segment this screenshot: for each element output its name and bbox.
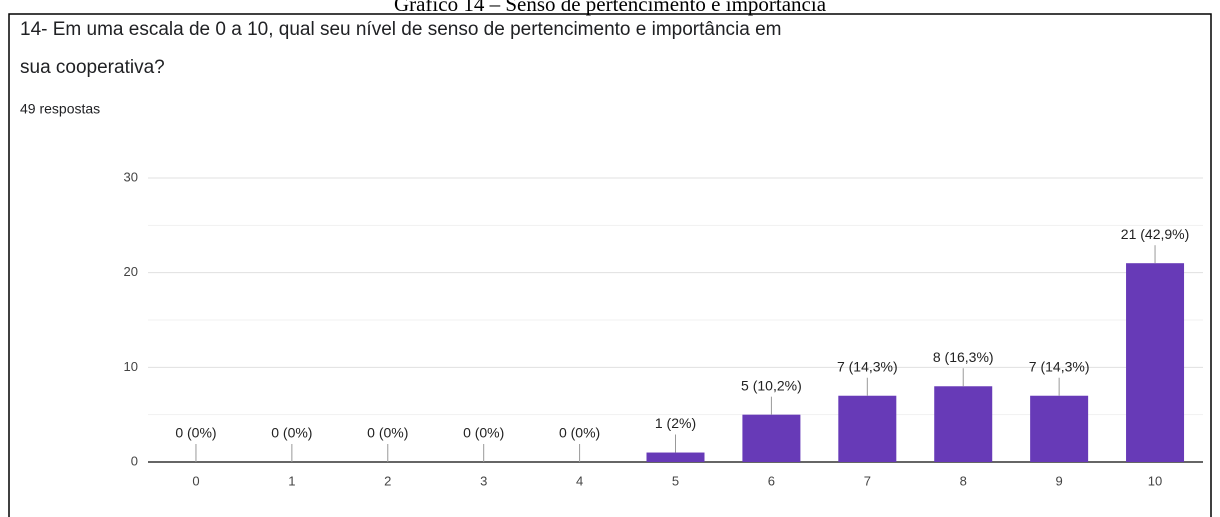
data-label: 0 (0%) [271, 425, 312, 441]
x-tick-label: 3 [480, 473, 487, 488]
data-label: 7 (14,3%) [837, 358, 898, 374]
caption: Gráfico 14 – Senso de pertencimento e im… [394, 0, 827, 16]
x-tick-label: 8 [960, 473, 967, 488]
bar [1126, 263, 1185, 462]
x-tick-label: 9 [1056, 473, 1063, 488]
bar [934, 386, 993, 462]
bar [742, 414, 801, 462]
y-tick-label: 10 [124, 359, 138, 374]
data-label: 7 (14,3%) [1029, 358, 1090, 374]
x-tick-label: 4 [576, 473, 583, 488]
data-label: 1 (2%) [655, 415, 696, 431]
y-tick-label: 30 [124, 169, 138, 184]
subtitle: 49 respostas [20, 101, 100, 117]
data-label: 5 (10,2%) [741, 377, 802, 393]
x-tick-label: 2 [384, 473, 391, 488]
bar [1030, 395, 1089, 462]
data-label: 0 (0%) [463, 425, 504, 441]
y-tick-label: 0 [131, 453, 138, 468]
x-tick-label: 10 [1148, 473, 1162, 488]
bar [838, 395, 897, 462]
frame [8, 13, 1212, 517]
x-tick-label: 0 [192, 473, 199, 488]
y-tick-label: 20 [124, 264, 138, 279]
chart-title: sua cooperativa? [20, 57, 165, 78]
x-tick-label: 1 [288, 473, 295, 488]
bar [646, 452, 705, 462]
x-tick-label: 7 [864, 473, 871, 488]
data-label: 0 (0%) [559, 425, 600, 441]
x-tick-label: 5 [672, 473, 679, 488]
data-label: 0 (0%) [367, 425, 408, 441]
chart-title: 14- Em uma escala de 0 a 10, qual seu ní… [20, 19, 782, 40]
data-label: 0 (0%) [175, 425, 216, 441]
x-tick-label: 6 [768, 473, 775, 488]
data-label: 8 (16,3%) [933, 349, 994, 365]
data-label: 21 (42,9%) [1121, 226, 1189, 242]
